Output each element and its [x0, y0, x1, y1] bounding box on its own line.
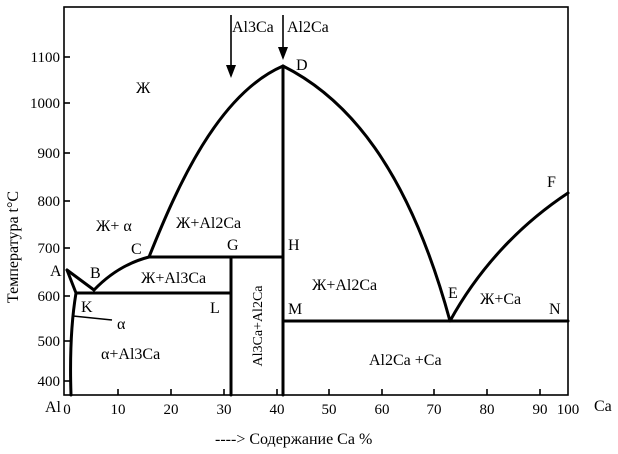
x-tick-label: 50 — [322, 402, 337, 418]
y-tick-labels: 400 500 600 700 800 900 1000 1100 — [30, 50, 60, 390]
x-axis-caption: ----> Содержание Ca % — [215, 431, 372, 448]
liquidus-curve-e-f — [448, 191, 570, 323]
y-tick-marks — [64, 56, 70, 382]
y-tick-label: 900 — [38, 146, 61, 162]
solvus-curve — [69, 291, 78, 397]
y-tick-label: 500 — [38, 334, 61, 350]
region-liquid-al2ca-right: Ж+Al2Ca — [312, 277, 377, 294]
x-tick-label: 20 — [164, 402, 179, 418]
x-tick-label: 40 — [270, 402, 285, 418]
x-start-label: Al — [45, 399, 62, 416]
region-liquid-ca: Ж+Ca — [480, 291, 521, 308]
x-tick-label: 10 — [111, 402, 126, 418]
liquidus-curve-c-d — [147, 64, 285, 259]
al3ca-arrow-icon — [226, 15, 236, 78]
point-c-label: C — [131, 241, 142, 258]
y-tick-label: 700 — [38, 241, 61, 257]
point-h-label: H — [288, 237, 300, 254]
x-tick-label: 60 — [375, 402, 390, 418]
y-tick-label: 400 — [38, 374, 61, 390]
point-k-label: K — [81, 299, 93, 316]
y-tick-label: 600 — [38, 289, 61, 305]
point-m-label: M — [288, 301, 302, 318]
x-tick-label: 90 — [533, 402, 548, 418]
plot-frame — [63, 6, 569, 396]
x-tick-marks — [117, 389, 541, 395]
region-alpha: α — [117, 316, 126, 333]
al3ca-marker-label: Al3Ca — [232, 19, 274, 36]
region-liquid-alpha: Ж+ α — [96, 218, 132, 235]
region-al2ca-ca: Al2Ca +Ca — [369, 352, 442, 369]
region-liquid: Ж — [136, 80, 151, 97]
x-tick-label: 70 — [427, 402, 442, 418]
region-liquid-al3ca: Ж+Al3Ca — [141, 270, 206, 287]
x-tick-label: 100 — [557, 402, 580, 418]
x-tick-label: 80 — [480, 402, 495, 418]
region-al3ca-al2ca: Al3Ca+Al2Ca — [251, 285, 266, 367]
y-tick-label: 800 — [38, 194, 61, 210]
al2ca-arrow-icon — [278, 15, 288, 60]
liquidus-curve-d-e — [281, 64, 452, 323]
region-liquid-al2ca-left: Ж+Al2Ca — [176, 215, 241, 232]
point-l-label: L — [210, 300, 220, 317]
liquidus-curve-b-c — [92, 255, 151, 292]
point-a-label: A — [50, 263, 62, 280]
point-d-label: D — [296, 57, 308, 74]
x-tick-label: 0 — [63, 402, 71, 418]
x-end-label: Ca — [594, 398, 612, 415]
y-axis-title: Температура t°C — [5, 191, 22, 303]
point-f-label: F — [547, 174, 556, 191]
point-b-label: B — [90, 265, 101, 282]
y-tick-label: 1000 — [30, 96, 60, 112]
x-tick-labels: 0 10 20 30 40 50 60 70 80 90 100 — [63, 402, 579, 418]
y-tick-label: 1100 — [31, 50, 60, 66]
alpha-line — [72, 315, 113, 321]
x-tick-label: 30 — [217, 402, 232, 418]
region-alpha-al3ca: α+Al3Ca — [101, 346, 160, 363]
al2ca-marker-label: Al2Ca — [287, 19, 329, 36]
point-e-label: E — [448, 285, 458, 302]
solidus-curve-a-k — [65, 268, 78, 295]
liquidus-curve-a-b — [65, 268, 96, 292]
point-g-label: G — [227, 237, 239, 254]
point-n-label: N — [549, 301, 561, 318]
